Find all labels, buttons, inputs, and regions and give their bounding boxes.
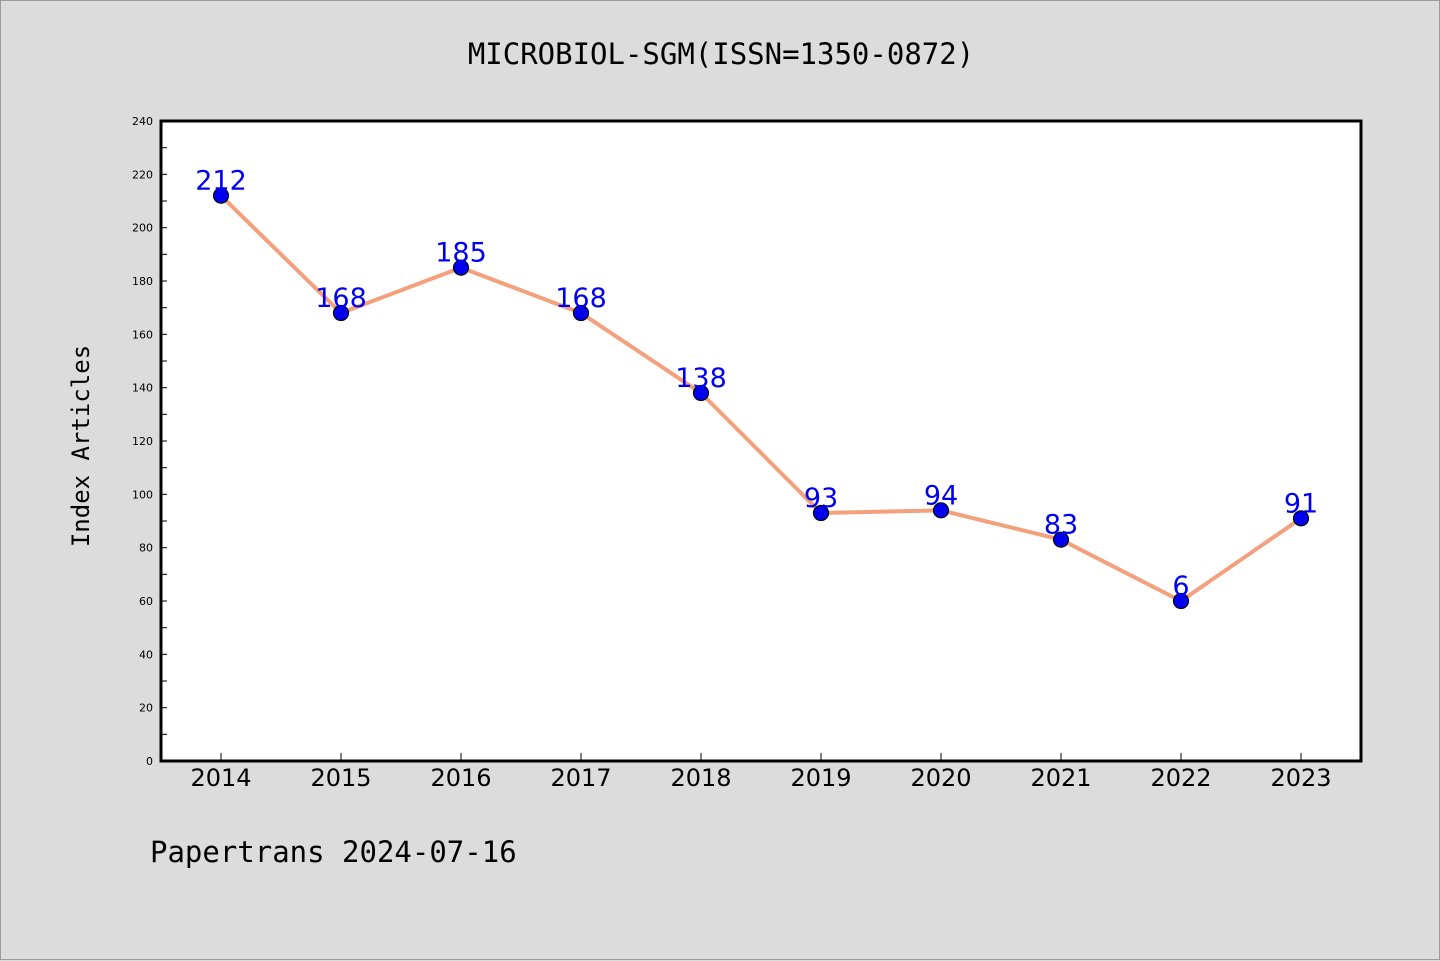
data-label: 83 (1044, 510, 1078, 541)
y-tick-label: 140 (132, 382, 153, 395)
x-tick-label: 2022 (1150, 764, 1211, 792)
x-tick-label: 2015 (310, 764, 371, 792)
x-tick-label: 2020 (910, 764, 971, 792)
x-tick-label: 2018 (670, 764, 731, 792)
y-tick-label: 120 (132, 435, 153, 448)
y-tick-label: 60 (139, 595, 153, 608)
data-label: 93 (804, 483, 838, 514)
y-tick-label: 240 (132, 115, 153, 128)
plot-area (159, 119, 1363, 763)
data-point (212, 187, 230, 204)
data-label: 138 (675, 363, 727, 394)
x-tick-label: 2014 (190, 764, 251, 792)
y-tick-label: 100 (132, 488, 153, 501)
data-label: 168 (315, 283, 367, 314)
data-point (452, 259, 470, 276)
y-tick-label: 80 (139, 542, 153, 555)
data-label: 91 (1284, 488, 1318, 519)
x-tick-label: 2019 (790, 764, 851, 792)
data-point (692, 384, 710, 402)
x-tick-label: 2017 (550, 764, 611, 792)
chart-title: MICROBIOL-SGM(ISSN=1350-0872) (467, 37, 975, 71)
footer-credit: Papertrans 2024-07-16 (150, 835, 517, 869)
data-label: 185 (435, 238, 487, 269)
x-tick-label: 2023 (1270, 764, 1331, 792)
data-label: 6 (1172, 571, 1189, 602)
data-point (572, 304, 590, 322)
y-tick-label: 200 (132, 222, 153, 235)
series-line (219, 194, 1303, 603)
y-tick-label: 0 (146, 755, 153, 768)
y-tick-label: 40 (139, 648, 153, 661)
data-label: 94 (924, 480, 958, 511)
y-tick-label: 20 (139, 702, 153, 715)
y-tick-label: 160 (132, 328, 153, 341)
data-point (812, 504, 830, 522)
data-label: 168 (555, 283, 607, 314)
data-point (1172, 592, 1190, 610)
y-tick-label: 220 (132, 168, 153, 181)
y-tick-label: 180 (132, 275, 153, 288)
data-point (1052, 531, 1070, 548)
data-point (932, 502, 950, 519)
x-tick-label: 2021 (1030, 764, 1091, 792)
data-point (332, 304, 350, 322)
x-tick-label: 2016 (430, 764, 491, 792)
data-point (1292, 510, 1310, 527)
data-label: 212 (195, 166, 247, 197)
